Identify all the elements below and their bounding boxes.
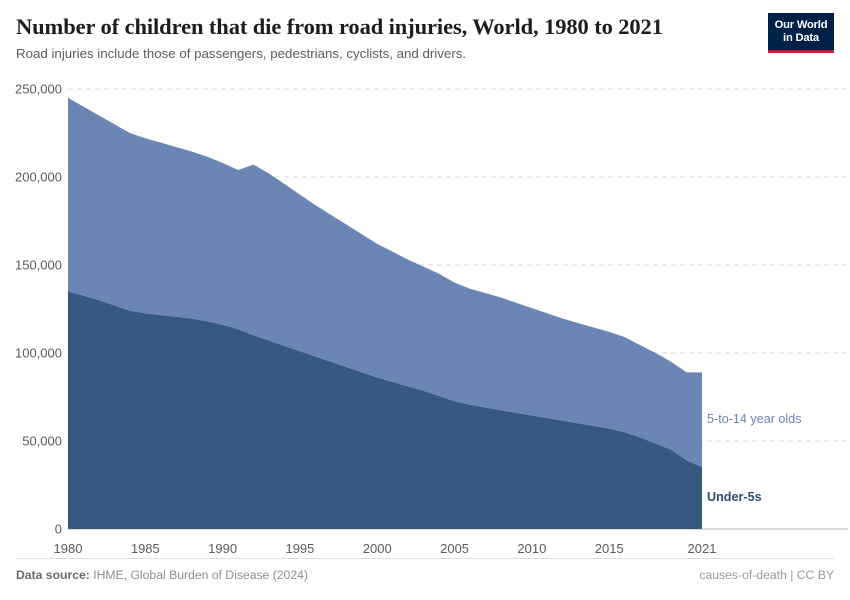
page-title: Number of children that die from road in… bbox=[16, 14, 663, 39]
x-axis-tick-label: 1990 bbox=[208, 541, 238, 556]
stacked-area-plot bbox=[68, 88, 848, 530]
owid-logo-line1: Our World bbox=[774, 18, 828, 31]
data-source-value: IHME, Global Burden of Disease (2024) bbox=[89, 568, 308, 582]
owid-logo[interactable]: Our World in Data bbox=[768, 13, 834, 53]
chart-header: Number of children that die from road in… bbox=[16, 14, 834, 62]
series-label-5-to-14[interactable]: 5-to-14 year olds bbox=[707, 411, 802, 426]
y-axis-tick-label: 0 bbox=[54, 521, 62, 537]
y-axis: 0 50,000 100,000 150,000 200,000 250,000 bbox=[0, 78, 62, 548]
series-label-under-5s[interactable]: Under-5s bbox=[707, 490, 762, 505]
y-axis-tick-label: 100,000 bbox=[15, 345, 62, 361]
x-axis: 1980 1985 1990 1995 2000 2005 2010 2015 2021 bbox=[0, 78, 850, 556]
y-axis-tick-label: 50,000 bbox=[22, 433, 62, 449]
chart-area: 0 50,000 100,000 150,000 200,000 250,000 1980… bbox=[0, 78, 850, 556]
x-axis-tick-label: 2015 bbox=[594, 541, 624, 556]
x-axis-tick-label: 1995 bbox=[285, 541, 315, 556]
x-axis-tick-label: 2021 bbox=[687, 541, 717, 556]
data-source: Data source: IHME, Global Burden of Dise… bbox=[16, 568, 308, 582]
y-axis-tick-label: 150,000 bbox=[15, 257, 62, 273]
x-axis-tick-label: 1985 bbox=[130, 541, 160, 556]
area-under-5s[interactable] bbox=[68, 291, 702, 529]
x-axis-tick-label: 2000 bbox=[362, 541, 392, 556]
data-source-label: Data source: bbox=[16, 568, 90, 582]
area-5-to-14-year-olds[interactable] bbox=[68, 97, 702, 468]
x-axis-tick-label: 2005 bbox=[440, 541, 470, 556]
chart-footer: Data source: IHME, Global Burden of Dise… bbox=[16, 558, 834, 588]
y-axis-tick-label: 200,000 bbox=[15, 169, 62, 185]
license-note[interactable]: causes-of-death | CC BY bbox=[699, 568, 834, 582]
owid-logo-line2: in Data bbox=[783, 31, 819, 44]
x-axis-tick-label: 1980 bbox=[53, 541, 83, 556]
x-axis-tick-label: 2010 bbox=[517, 541, 547, 556]
y-axis-tick-label: 250,000 bbox=[15, 81, 62, 97]
page-subtitle: Road injuries include those of passenger… bbox=[16, 46, 467, 62]
